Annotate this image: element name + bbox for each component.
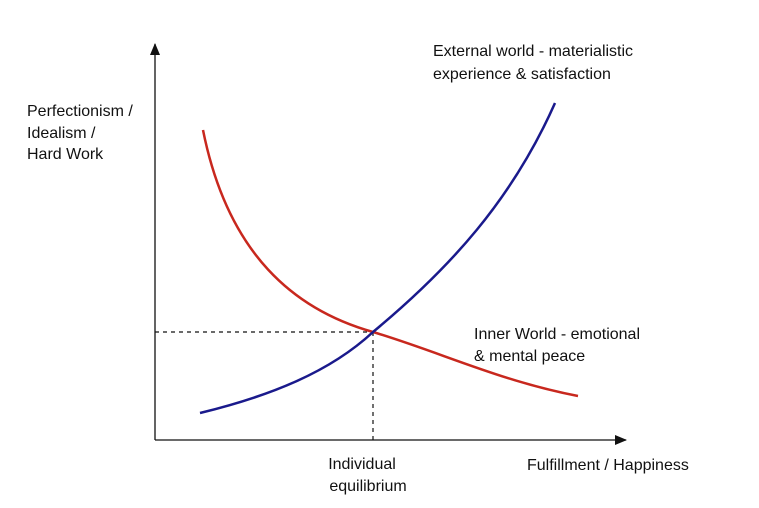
curve-label: Inner World - emotional: [474, 326, 640, 343]
external-world-curve: [199, 102, 557, 415]
curve-label: experience & satisfaction: [433, 66, 611, 83]
equilibrium-label: Individual: [328, 456, 396, 473]
y-axis-label: Hard Work: [27, 146, 104, 163]
inner-world-curve: [201, 129, 579, 398]
x-axis-label: Fulfillment / Happiness: [527, 457, 689, 474]
curve-label: External world - materialistic: [433, 43, 633, 60]
curve-label: & mental peace: [474, 348, 585, 365]
y-axis-label: Perfectionism /: [27, 103, 133, 120]
y-axis-label: Idealism /: [27, 125, 96, 142]
equilibrium-label: equilibrium: [329, 478, 406, 495]
